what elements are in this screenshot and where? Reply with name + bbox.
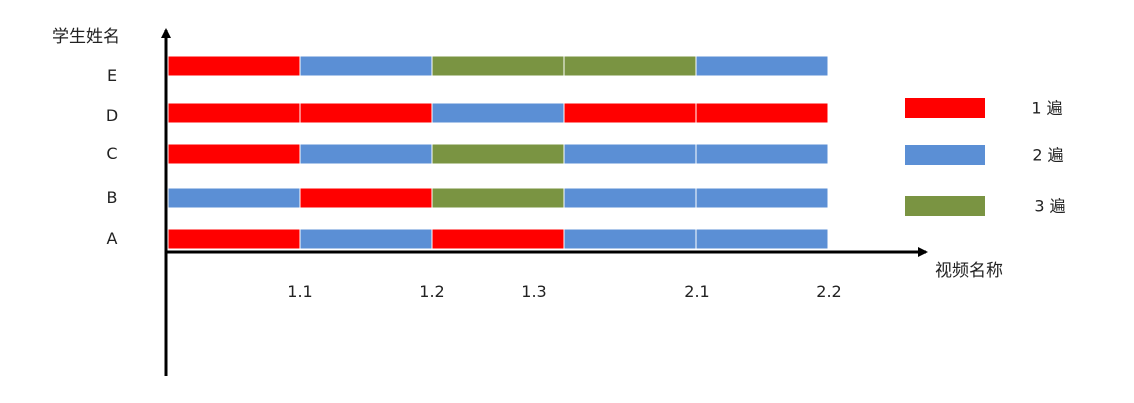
bar-segment-A-1.3 xyxy=(431,228,565,250)
bar-segment-B-1.1 xyxy=(167,187,301,209)
bar-segment-C-1.2 xyxy=(299,143,433,165)
bar-segment-B-2.2 xyxy=(695,187,829,209)
legend-swatch-3 xyxy=(905,196,985,216)
bar-segment-B-1.2 xyxy=(299,187,433,209)
x-tick-label-1.3: 1.3 xyxy=(521,282,546,301)
y-tick-label-A: A xyxy=(107,229,118,248)
bar-segment-D-2.2 xyxy=(695,102,829,124)
bar-segment-A-2.2 xyxy=(695,228,829,250)
x-tick-labels: 1.1 1.2 1.3 2.1 2.2 xyxy=(287,282,841,301)
bar-segment-B-2.1 xyxy=(563,187,697,209)
bar-segment-C-1.1 xyxy=(167,143,301,165)
bar-segment-C-2.2 xyxy=(695,143,829,165)
bar-segment-E-1.1 xyxy=(167,55,301,77)
bar-segment-E-2.1 xyxy=(563,55,697,77)
bar-segment-D-1.3 xyxy=(431,102,565,124)
bar-segments xyxy=(167,55,829,250)
x-tick-label-2.2: 2.2 xyxy=(816,282,841,301)
y-tick-labels: A B CD E xyxy=(106,66,118,248)
x-tick-label-1.1: 1.1 xyxy=(287,282,312,301)
x-tick-label-1.2: 1.2 xyxy=(419,282,444,301)
legend-label-2: 2 遍 xyxy=(1032,146,1063,165)
bar-segment-E-2.2 xyxy=(695,55,829,77)
bar-segment-D-2.1 xyxy=(563,102,697,124)
bar-segment-C-1.3 xyxy=(431,143,565,165)
bar-segment-A-1.2 xyxy=(299,228,433,250)
bar-segment-A-1.1 xyxy=(167,228,301,250)
bar-segment-D-1.1 xyxy=(167,102,301,124)
legend-label-1: 1 遍 xyxy=(1031,99,1062,118)
bar-segment-E-1.3 xyxy=(431,55,565,77)
y-tick-label-D: D xyxy=(106,106,118,125)
bar-segment-B-1.3 xyxy=(431,187,565,209)
legend: 1 遍 2 遍 3 遍 xyxy=(905,98,1066,216)
y-tick-label-C: C xyxy=(106,144,117,163)
y-tick-label-E: E xyxy=(107,66,117,85)
bar-segment-A-2.1 xyxy=(563,228,697,250)
x-tick-label-2.1: 2.1 xyxy=(684,282,709,301)
x-axis-title: 视频名称 xyxy=(935,261,1003,281)
legend-label-3: 3 遍 xyxy=(1034,197,1065,216)
bar-segment-C-2.1 xyxy=(563,143,697,165)
y-tick-label-B: B xyxy=(107,188,118,207)
y-axis-title: 学生姓名 xyxy=(52,27,120,47)
legend-swatch-2 xyxy=(905,145,985,165)
bar-segment-D-1.2 xyxy=(299,102,433,124)
bar-segment-E-1.2 xyxy=(299,55,433,77)
legend-swatch-1 xyxy=(905,98,985,118)
